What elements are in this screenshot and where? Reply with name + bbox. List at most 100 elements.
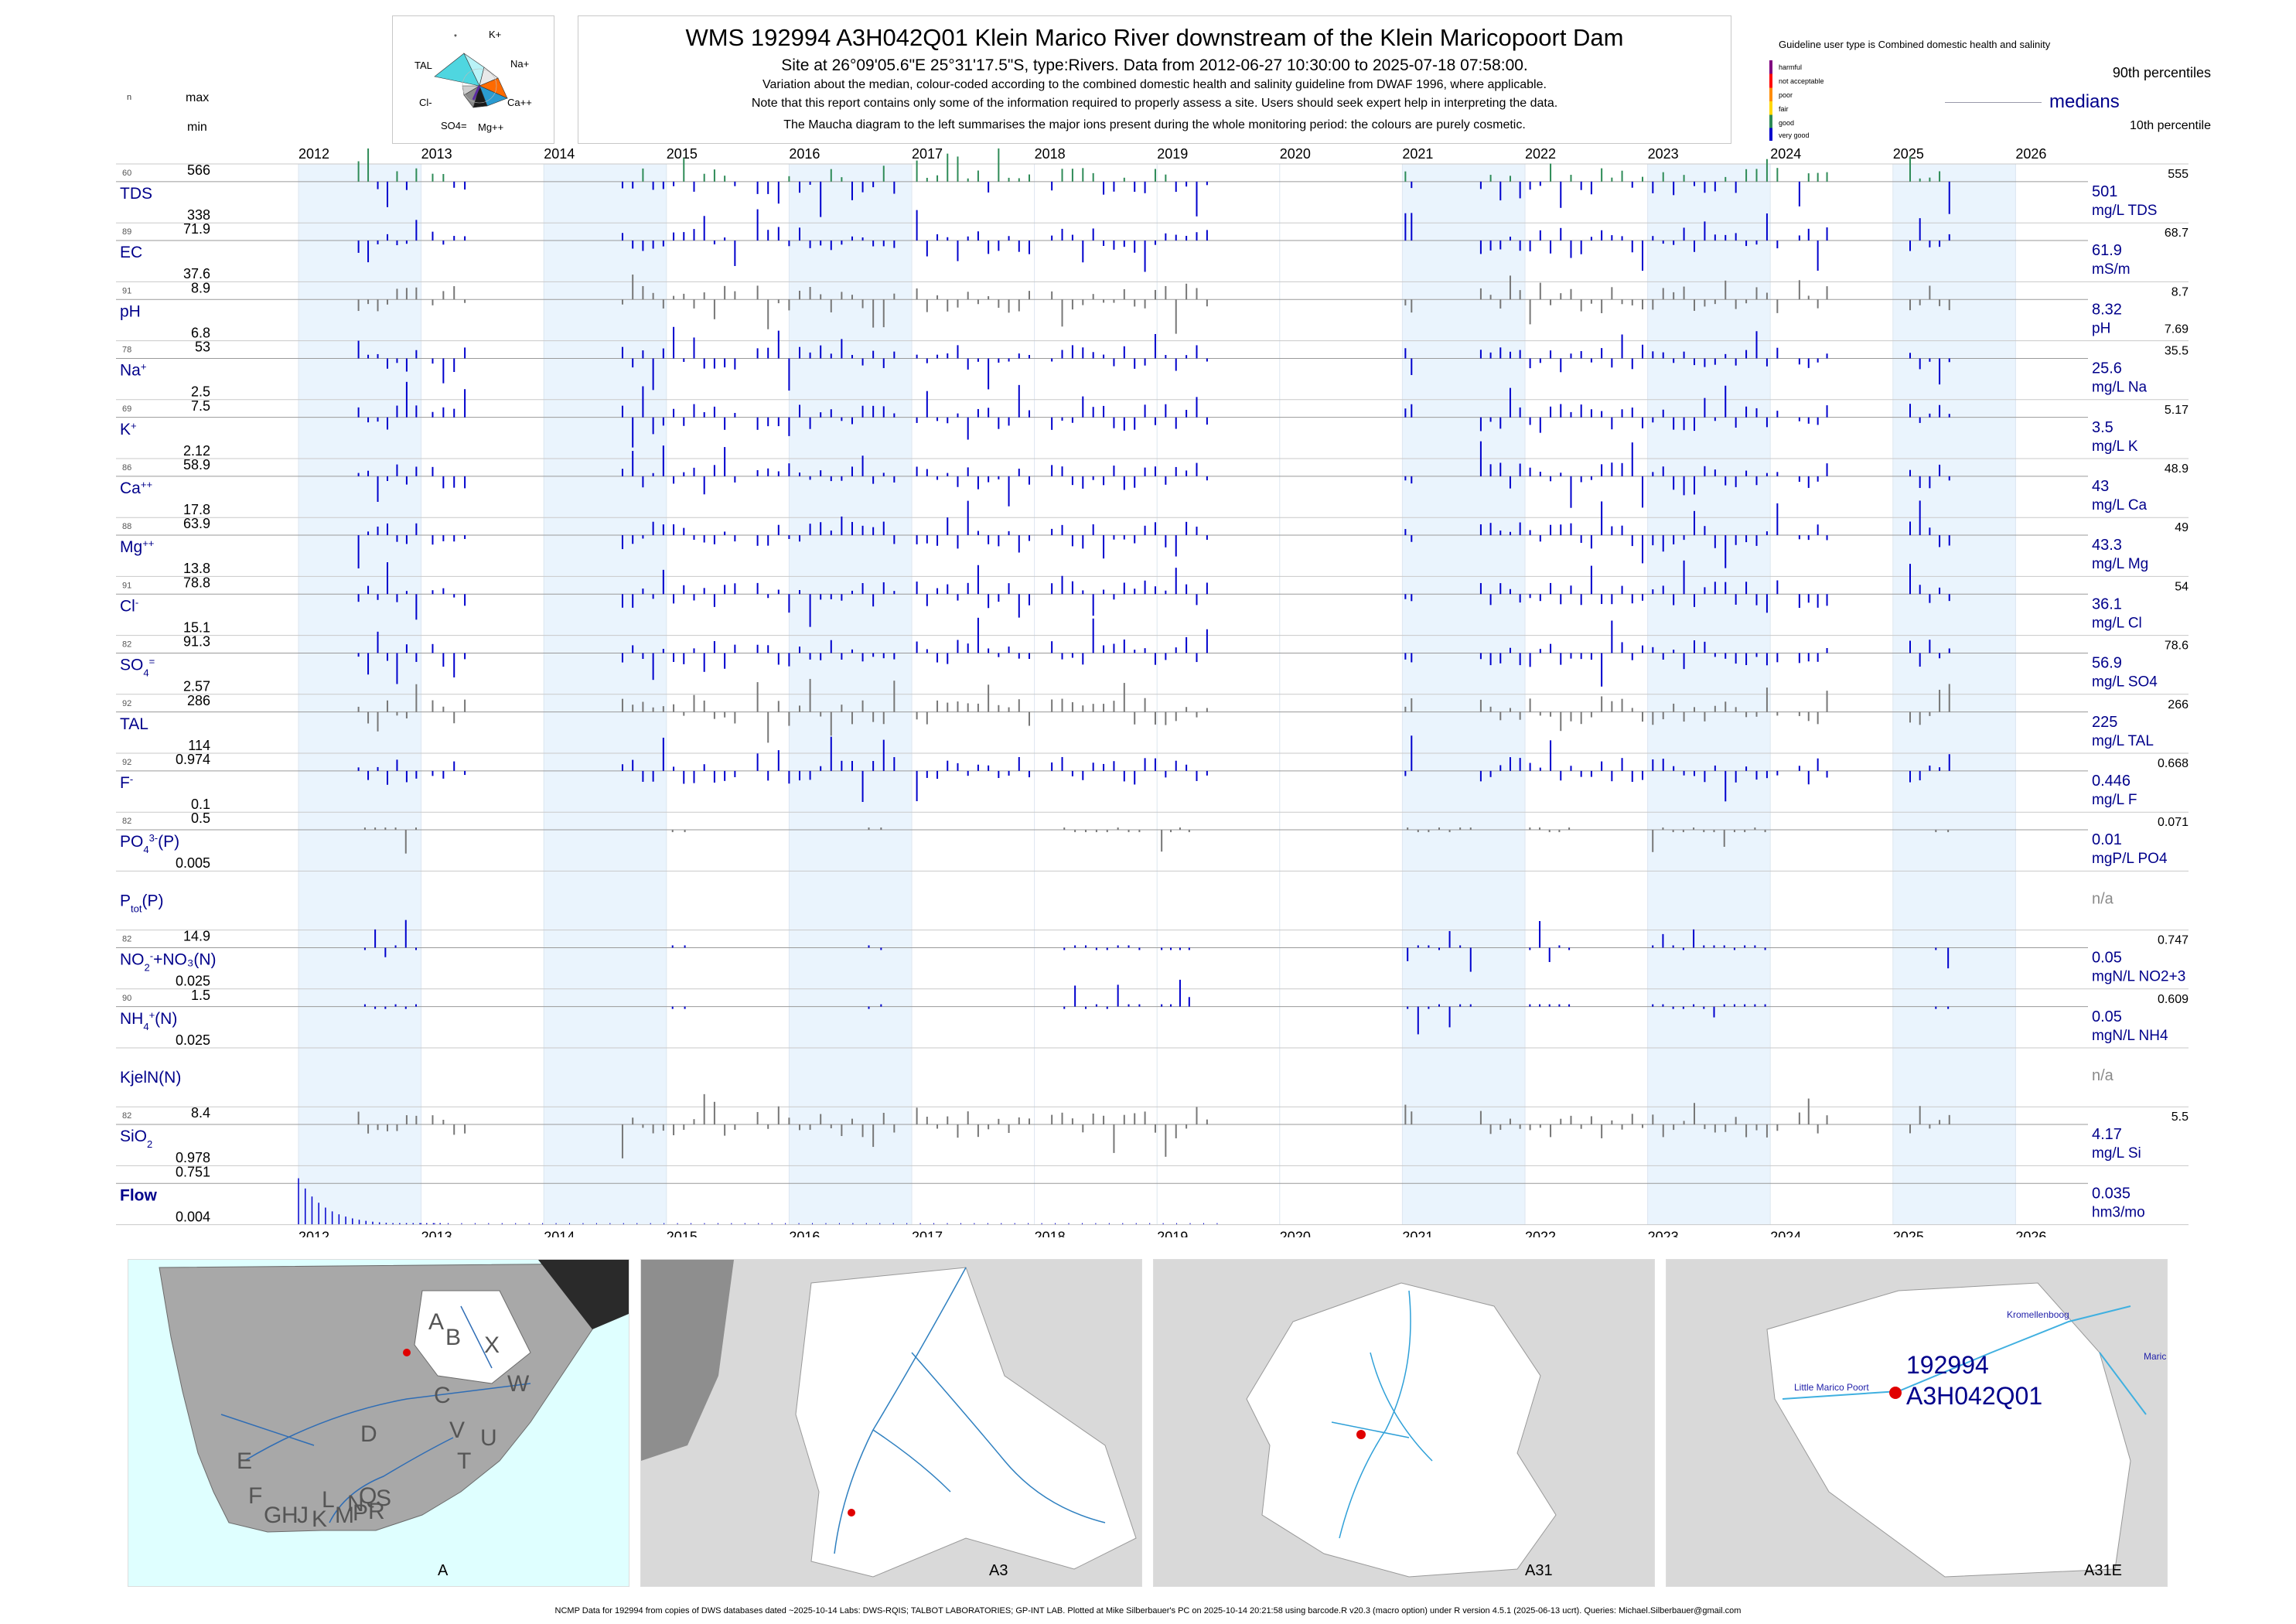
row-max-ph: 8.9 [191, 280, 210, 295]
row-max-ec: 71.9 [183, 221, 210, 237]
row-max-mg: 63.9 [183, 516, 210, 531]
map-region-letter-W: W [507, 1371, 530, 1397]
row-n-na: 78 [122, 346, 131, 355]
map-region-letter-D: D [360, 1421, 377, 1447]
maucha-label-k: K+ [489, 29, 501, 40]
row-p90-cl: 54 [2175, 580, 2189, 593]
row-median-ec: 61.9 [2092, 242, 2122, 259]
row-label-ph: pH [120, 302, 141, 320]
legend-fair: fair [1779, 105, 1789, 113]
row-unit-flow: hm3/mo [2092, 1204, 2145, 1220]
row-label-tal: TAL [120, 715, 148, 733]
year-label-top-2021: 2021 [1402, 146, 1433, 162]
row-p90-nh4: 0.609 [2158, 993, 2189, 1006]
row-n-ec: 89 [122, 227, 131, 237]
row-p90-tds: 555 [2168, 168, 2189, 181]
legend-not-acceptable: not acceptable [1779, 77, 1824, 85]
map-region-letter-L: L [322, 1487, 335, 1513]
row-label-f: F- [120, 773, 133, 793]
row-max-nh4: 1.5 [191, 988, 210, 1003]
map-a31e: 192994 A3H042Q01 Kromellenboog Little Ma… [1666, 1259, 2168, 1587]
legend-medians: medians [2049, 91, 2120, 112]
row-min-so4: 2.57 [183, 679, 210, 694]
year-label-bottom-2017: 2017 [912, 1230, 943, 1237]
map-region-letter-E: E [237, 1448, 252, 1474]
row-median-flow: 0.035 [2092, 1185, 2131, 1202]
row-median-cl: 36.1 [2092, 595, 2122, 612]
year-label-bottom-2016: 2016 [789, 1230, 820, 1237]
map-region-letter-N: N [347, 1491, 364, 1517]
year-label-top-2022: 2022 [1525, 146, 1556, 162]
year-label-bottom-2019: 2019 [1157, 1230, 1188, 1237]
n-header: n [127, 93, 132, 102]
map-a31-label: A31 [1525, 1562, 1553, 1579]
year-label-top-2018: 2018 [1035, 146, 1066, 162]
row-median-so4: 56.9 [2092, 655, 2122, 672]
map-place-maric: Maric [2144, 1351, 2167, 1362]
row-max-so4: 91.3 [183, 634, 210, 650]
row-p10-ph: 7.69 [2165, 322, 2189, 336]
map-place-little-marico: Little Marico Poort [1794, 1382, 1869, 1393]
year-label-bottom-2021: 2021 [1402, 1230, 1433, 1237]
map-region-letter-S: S [376, 1486, 391, 1511]
row-n-mg: 88 [122, 522, 131, 531]
row-max-po4: 0.5 [191, 810, 210, 826]
year-label-bottom-2023: 2023 [1648, 1230, 1679, 1237]
row-label-so4: SO4= [120, 655, 155, 678]
maucha-circle [462, 68, 497, 104]
row-min-po4: 0.005 [176, 855, 210, 871]
row-label-kjel: KjelN(N) [120, 1069, 181, 1087]
row-median-sio2: 4.17 [2092, 1126, 2122, 1143]
maucha-label-mg: Mg++ [478, 121, 503, 133]
row-median-tal: 225 [2092, 714, 2117, 731]
row-unit-tds: mg/L TDS [2092, 203, 2157, 219]
map-region-letter-K: K [312, 1506, 327, 1532]
year-label-bottom-2020: 2020 [1280, 1230, 1311, 1237]
row-unit-cl: mg/L Cl [2092, 615, 2142, 631]
row-max-cl: 78.8 [183, 575, 210, 590]
legend-median-line [1945, 102, 2042, 103]
map-region-letter-P: P [353, 1500, 368, 1526]
map-region-letter-X: X [484, 1332, 500, 1358]
maucha-svg: * K+ Na+ Ca++ Mg++ SO4= Cl- TAL [415, 29, 532, 133]
row-n-so4: 82 [122, 640, 131, 650]
map-site-code: A3H042Q01 [1906, 1382, 2043, 1410]
year-label-bottom-2014: 2014 [544, 1230, 575, 1237]
row-unit-na: mg/L Na [2092, 380, 2148, 396]
row-p90-po4: 0.071 [2158, 816, 2189, 829]
year-label-top-2013: 2013 [421, 146, 452, 162]
row-label-no: NO2-+NO₃(N) [120, 950, 217, 973]
row-median-na: 25.6 [2092, 360, 2122, 377]
map-region-letter-C: C [434, 1383, 451, 1408]
maucha-label-na: Na+ [510, 58, 529, 70]
map-a-site-marker [403, 1349, 411, 1356]
row-min-ph: 6.8 [191, 325, 210, 340]
row-p90-mg: 49 [2175, 521, 2189, 534]
map-region-letter-V: V [449, 1418, 465, 1443]
row-label-tds: TDS [120, 185, 152, 203]
year-label-bottom-2013: 2013 [421, 1230, 452, 1237]
row-min-cl: 15.1 [183, 619, 210, 635]
row-min-k: 2.12 [183, 443, 210, 459]
year-label-top-2025: 2025 [1893, 146, 1924, 162]
legend-colorbar [1769, 60, 1772, 141]
year-label-bottom-2025: 2025 [1893, 1230, 1924, 1237]
assessment-note: Note that this report contains only some… [751, 97, 1558, 110]
map-a3-svg [641, 1260, 1137, 1578]
row-label-po4: PO43-(P) [120, 832, 179, 855]
row-median-f: 0.446 [2092, 773, 2131, 790]
row-min-ec: 37.6 [183, 266, 210, 281]
variation-note: Variation about the median, colour-coded… [762, 78, 1547, 91]
map-region-letter-T: T [457, 1448, 471, 1474]
title-box: WMS 192994 A3H042Q01 Klein Marico River … [578, 15, 1731, 144]
row-p90-so4: 78.6 [2165, 640, 2189, 653]
year-label-bottom-2024: 2024 [1770, 1230, 1801, 1237]
row-unit-sio2: mg/L Si [2092, 1145, 2141, 1162]
row-n-tal: 92 [122, 699, 131, 708]
max-header: max [186, 91, 210, 104]
year-label-top-2015: 2015 [667, 146, 698, 162]
site-info: Site at 26°09'05.6"E 25°31'17.5"S, type:… [781, 56, 1528, 74]
map-place-kromellenboog: Kromellenboog [2007, 1309, 2069, 1320]
row-p90-ca: 48.9 [2165, 462, 2189, 476]
